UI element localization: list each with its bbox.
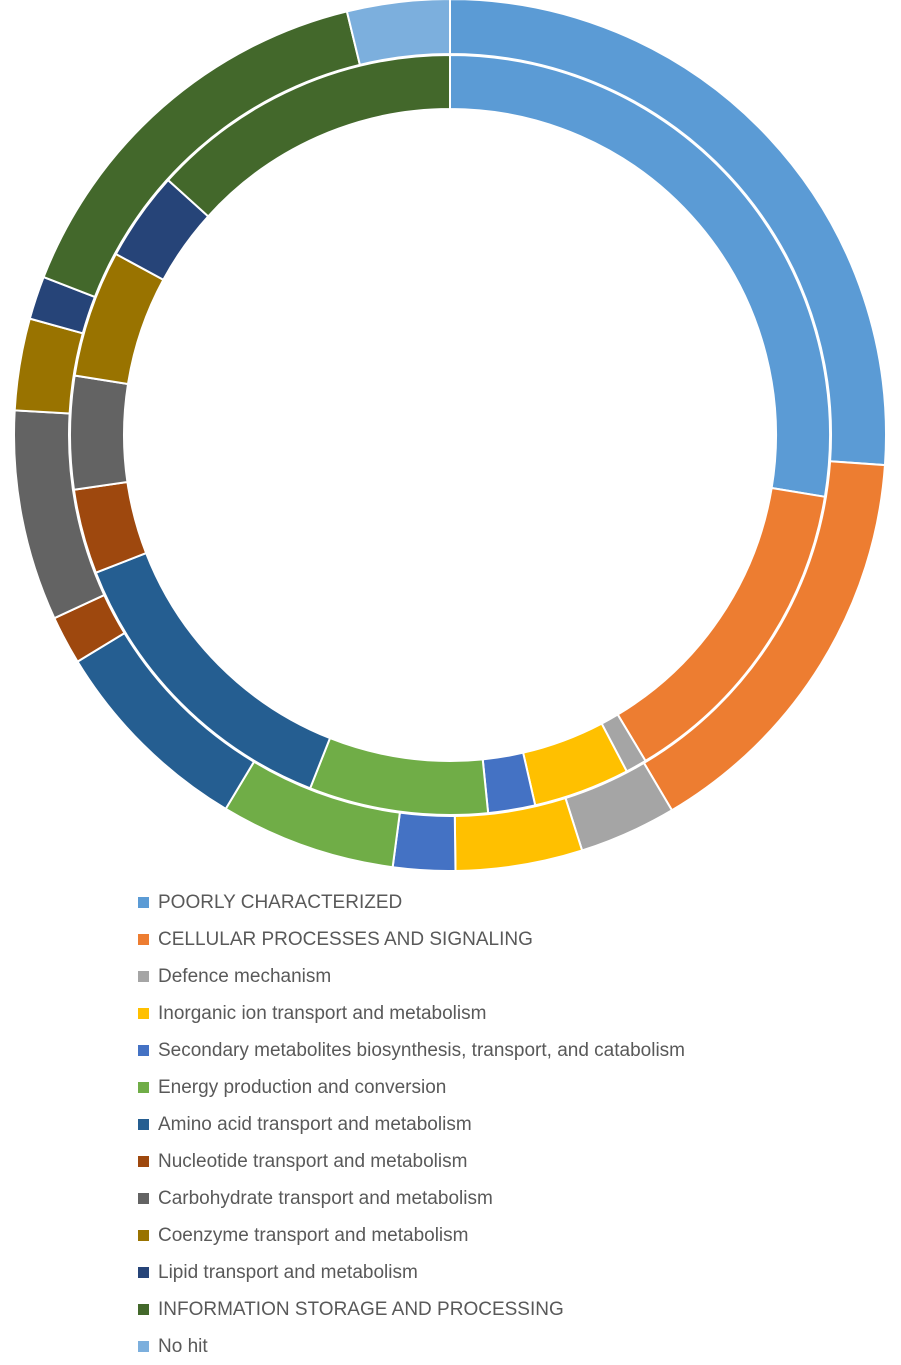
inner-slice-poorly-characterized (449, 53, 831, 498)
inner-slice-carbohydrate-transport-and-metabolism (69, 374, 130, 491)
legend-swatch (138, 1304, 149, 1315)
legend-swatch (138, 1267, 149, 1278)
legend-swatch (138, 1156, 149, 1167)
legend-item-no-hit: No hit (138, 1328, 685, 1365)
legend-label: Carbohydrate transport and metabolism (158, 1187, 493, 1209)
legend: POORLY CHARACTERIZED CELLULAR PROCESSES A… (138, 884, 685, 1365)
legend-swatch (138, 1230, 149, 1241)
legend-item-energy-production-and-conversion: Energy production and conversion (138, 1069, 685, 1106)
legend-label: Nucleotide transport and metabolism (158, 1150, 468, 1172)
legend-swatch (138, 1008, 149, 1019)
legend-item-cellular-processes-and-signaling: CELLULAR PROCESSES AND SIGNALING (138, 921, 685, 958)
legend-label: Defence mechanism (158, 965, 332, 987)
legend-item-amino-acid-transport-and-metabolism: Amino acid transport and metabolism (138, 1106, 685, 1143)
legend-label: Lipid transport and metabolism (158, 1261, 418, 1283)
legend-label: INFORMATION STORAGE AND PROCESSING (158, 1298, 564, 1320)
legend-item-secondary-metabolites-biosynthesis-transport-and-catabolism: Secondary metabolites biosynthesis, tran… (138, 1032, 685, 1069)
legend-item-defence-mechanism: Defence mechanism (138, 958, 685, 995)
legend-item-poorly-characterized: POORLY CHARACTERIZED (138, 884, 685, 921)
legend-swatch (138, 1341, 149, 1352)
legend-item-coenzyme-transport-and-metabolism: Coenzyme transport and metabolism (138, 1217, 685, 1254)
legend-item-lipid-transport-and-metabolism: Lipid transport and metabolism (138, 1254, 685, 1291)
legend-swatch (138, 1082, 149, 1093)
legend-label: POORLY CHARACTERIZED (158, 891, 403, 913)
inner-slice-information-storage-and-processing (166, 53, 451, 218)
legend-item-nucleotide-transport-and-metabolism: Nucleotide transport and metabolism (138, 1143, 685, 1180)
doughnut-chart (13, 0, 887, 870)
inner-ring (69, 53, 831, 816)
legend-label: Coenzyme transport and metabolism (158, 1224, 469, 1246)
legend-label: Energy production and conversion (158, 1076, 447, 1098)
legend-label: Inorganic ion transport and metabolism (158, 1002, 487, 1024)
legend-swatch (138, 971, 149, 982)
legend-item-carbohydrate-transport-and-metabolism: Carbohydrate transport and metabolism (138, 1180, 685, 1217)
legend-swatch (138, 1119, 149, 1130)
legend-label: Secondary metabolites biosynthesis, tran… (158, 1039, 685, 1061)
legend-label: CELLULAR PROCESSES AND SIGNALING (158, 928, 533, 950)
legend-label: No hit (158, 1335, 208, 1357)
legend-swatch (138, 1045, 149, 1056)
legend-swatch (138, 1193, 149, 1204)
outer-slice-secondary-metabolites-biosynthesis-transport-and-catabolism (391, 811, 457, 870)
legend-item-information-storage-and-processing: INFORMATION STORAGE AND PROCESSING (138, 1291, 685, 1328)
outer-ring (13, 0, 887, 870)
legend-label: Amino acid transport and metabolism (158, 1113, 472, 1135)
legend-item-inorganic-ion-transport-and-metabolism: Inorganic ion transport and metabolism (138, 995, 685, 1032)
legend-swatch (138, 934, 149, 945)
legend-swatch (138, 897, 149, 908)
